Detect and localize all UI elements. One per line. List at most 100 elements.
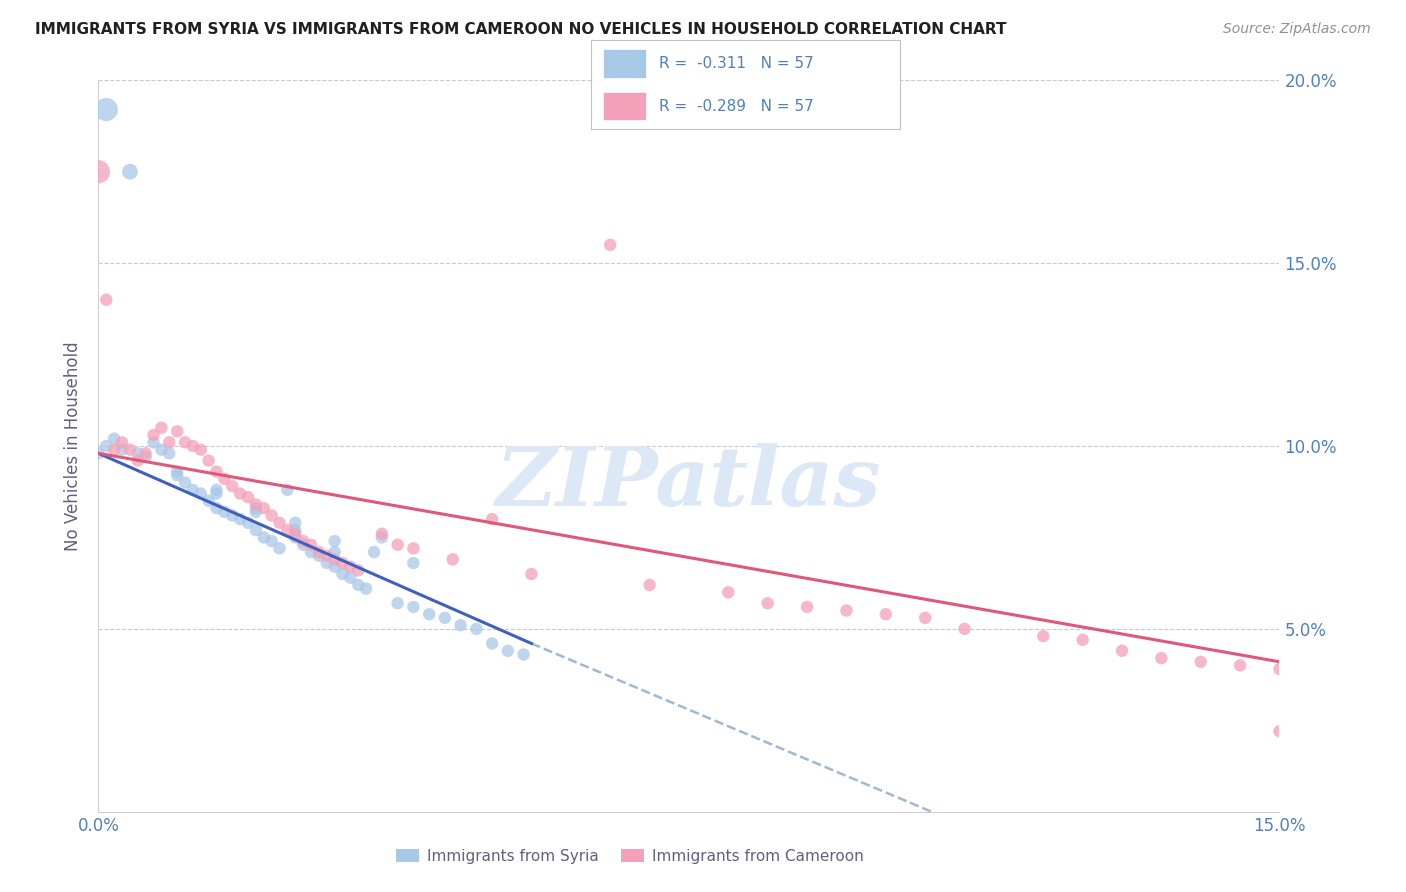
Point xyxy=(269,541,291,556)
Point xyxy=(142,428,165,442)
Point xyxy=(323,534,346,549)
Point xyxy=(1268,662,1291,676)
Point xyxy=(174,435,197,450)
Text: ZIPatlas: ZIPatlas xyxy=(496,442,882,523)
Legend: Immigrants from Syria, Immigrants from Cameroon: Immigrants from Syria, Immigrants from C… xyxy=(389,843,870,870)
Point xyxy=(111,435,134,450)
Point xyxy=(387,596,409,610)
Point xyxy=(214,505,236,519)
Point xyxy=(914,611,936,625)
Point xyxy=(284,526,307,541)
Point xyxy=(496,644,519,658)
Point xyxy=(299,545,322,559)
Point xyxy=(450,618,472,632)
Point xyxy=(245,523,267,537)
Point xyxy=(181,483,204,497)
Bar xyxy=(603,92,647,120)
Point xyxy=(481,636,503,650)
Point xyxy=(214,472,236,486)
Point xyxy=(402,541,425,556)
Point xyxy=(1071,632,1094,647)
Point xyxy=(276,523,298,537)
Point xyxy=(299,538,322,552)
Point xyxy=(197,453,219,467)
Text: R =  -0.289   N = 57: R = -0.289 N = 57 xyxy=(658,99,813,113)
Point xyxy=(371,530,394,544)
Point xyxy=(363,545,385,559)
Point xyxy=(1268,724,1291,739)
Point xyxy=(308,549,330,563)
Point xyxy=(118,164,141,178)
Bar xyxy=(603,49,647,78)
Point xyxy=(205,483,228,497)
Point xyxy=(221,508,243,523)
Point xyxy=(197,494,219,508)
Point xyxy=(96,293,118,307)
Point xyxy=(953,622,976,636)
Point xyxy=(127,453,149,467)
Point xyxy=(135,446,157,460)
Point xyxy=(323,559,346,574)
Point xyxy=(157,435,180,450)
Point xyxy=(418,607,440,622)
Point xyxy=(332,556,354,570)
Point xyxy=(150,421,173,435)
Point xyxy=(118,442,141,457)
Point xyxy=(387,538,409,552)
Point xyxy=(87,446,110,460)
Point xyxy=(323,545,346,559)
Point xyxy=(875,607,897,622)
Point xyxy=(308,545,330,559)
Point xyxy=(1150,651,1173,665)
Point xyxy=(111,442,134,457)
Point xyxy=(245,501,267,516)
Point xyxy=(284,516,307,530)
Point xyxy=(135,450,157,464)
Point xyxy=(260,534,283,549)
Point xyxy=(205,501,228,516)
Point xyxy=(284,523,307,537)
Point xyxy=(276,483,298,497)
Point xyxy=(157,446,180,460)
Point xyxy=(292,538,315,552)
Point xyxy=(717,585,740,599)
Point xyxy=(190,486,212,500)
Point xyxy=(260,508,283,523)
Point xyxy=(315,556,337,570)
Text: Source: ZipAtlas.com: Source: ZipAtlas.com xyxy=(1223,22,1371,37)
Point xyxy=(253,530,276,544)
Point xyxy=(638,578,661,592)
Point xyxy=(441,552,464,566)
Point xyxy=(835,603,858,617)
Point xyxy=(87,164,110,178)
Point xyxy=(1229,658,1251,673)
Point xyxy=(323,552,346,566)
Point xyxy=(245,498,267,512)
Point xyxy=(756,596,779,610)
Point xyxy=(796,599,818,614)
Point xyxy=(465,622,488,636)
Point xyxy=(127,446,149,460)
Point xyxy=(512,648,534,662)
Point xyxy=(354,582,377,596)
Point xyxy=(332,567,354,582)
Point xyxy=(236,490,259,504)
Point xyxy=(103,442,125,457)
Point xyxy=(103,432,125,446)
Point xyxy=(1111,644,1133,658)
Point xyxy=(166,425,188,439)
Point xyxy=(96,439,118,453)
Point xyxy=(221,479,243,493)
Y-axis label: No Vehicles in Household: No Vehicles in Household xyxy=(65,341,83,551)
Point xyxy=(284,530,307,544)
Point xyxy=(292,534,315,549)
Point xyxy=(96,103,118,117)
Point xyxy=(347,563,370,577)
Point xyxy=(402,599,425,614)
Point xyxy=(229,486,252,500)
Point xyxy=(315,549,337,563)
Point xyxy=(190,442,212,457)
Text: R =  -0.311   N = 57: R = -0.311 N = 57 xyxy=(658,56,813,70)
Point xyxy=(339,559,361,574)
Point xyxy=(339,571,361,585)
